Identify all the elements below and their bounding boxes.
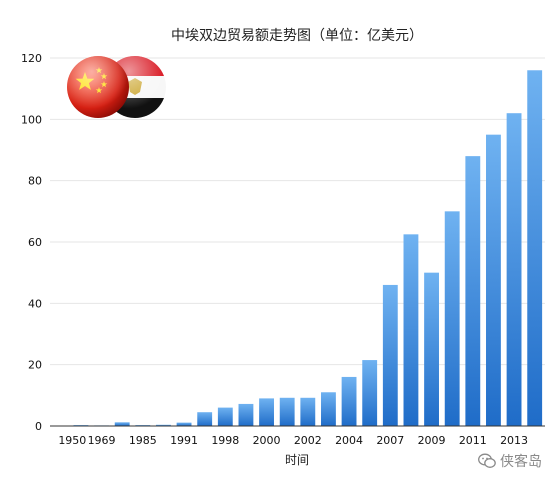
chart-title: 中埃双边贸易额走势图（单位：亿美元） bbox=[171, 28, 423, 44]
bar-2007 bbox=[382, 284, 398, 426]
x-axis-label: 时间 bbox=[285, 453, 309, 467]
china-flag-icon bbox=[67, 56, 129, 118]
bar-2009 bbox=[424, 272, 439, 426]
watermark-text: 侠客岛 bbox=[500, 454, 542, 470]
bar-1991 bbox=[176, 422, 192, 426]
x-tick-label: 1985 bbox=[129, 434, 157, 447]
bar-2008 bbox=[403, 234, 419, 426]
x-tick-label: 2013 bbox=[500, 434, 528, 447]
y-tick-label: 40 bbox=[28, 297, 42, 310]
y-axis-ticks: 0 20 40 60 80 100 120 bbox=[21, 52, 42, 433]
bar-2000 bbox=[259, 398, 274, 426]
y-tick-label: 60 bbox=[28, 236, 42, 249]
bar-2011 bbox=[465, 156, 481, 426]
x-tick-label: 2009 bbox=[418, 434, 446, 447]
bar-2012 bbox=[486, 134, 501, 426]
bar-1975 bbox=[114, 422, 130, 426]
bars bbox=[52, 70, 543, 427]
x-tick-label: 1969 bbox=[88, 434, 116, 447]
bar-2014 bbox=[527, 70, 543, 427]
bar-1995 bbox=[197, 412, 213, 426]
x-tick-label: 1950 bbox=[58, 434, 86, 447]
x-tick-label: 2000 bbox=[253, 434, 281, 447]
x-tick-label: 2011 bbox=[459, 434, 487, 447]
bar-2001 bbox=[279, 397, 295, 426]
y-tick-label: 20 bbox=[28, 359, 42, 372]
bar-1998 bbox=[217, 407, 233, 426]
x-tick-label: 2007 bbox=[376, 434, 404, 447]
watermark: 侠客岛 bbox=[478, 451, 542, 471]
bar-2004 bbox=[341, 376, 357, 426]
x-tick-label: 1998 bbox=[211, 434, 239, 447]
y-tick-label: 80 bbox=[28, 175, 42, 188]
x-axis-ticks: 1950 1969 1985 1991 1998 2000 2002 2004 2007 2009… bbox=[58, 434, 528, 447]
x-tick-label: 1991 bbox=[170, 434, 198, 447]
wechat-icon bbox=[478, 453, 496, 468]
bar-2010 bbox=[444, 211, 460, 426]
bar-1999 bbox=[238, 403, 254, 426]
bar-1990 bbox=[156, 424, 171, 426]
y-tick-label: 120 bbox=[21, 52, 42, 65]
y-tick-label: 100 bbox=[21, 113, 42, 126]
x-tick-label: 2004 bbox=[335, 434, 363, 447]
bar-2002 bbox=[300, 397, 316, 426]
bar-2005 bbox=[362, 360, 378, 426]
bar-2013 bbox=[506, 113, 522, 426]
bar-2003 bbox=[321, 392, 336, 426]
x-tick-label: 2002 bbox=[294, 434, 322, 447]
y-tick-label: 0 bbox=[35, 420, 42, 433]
